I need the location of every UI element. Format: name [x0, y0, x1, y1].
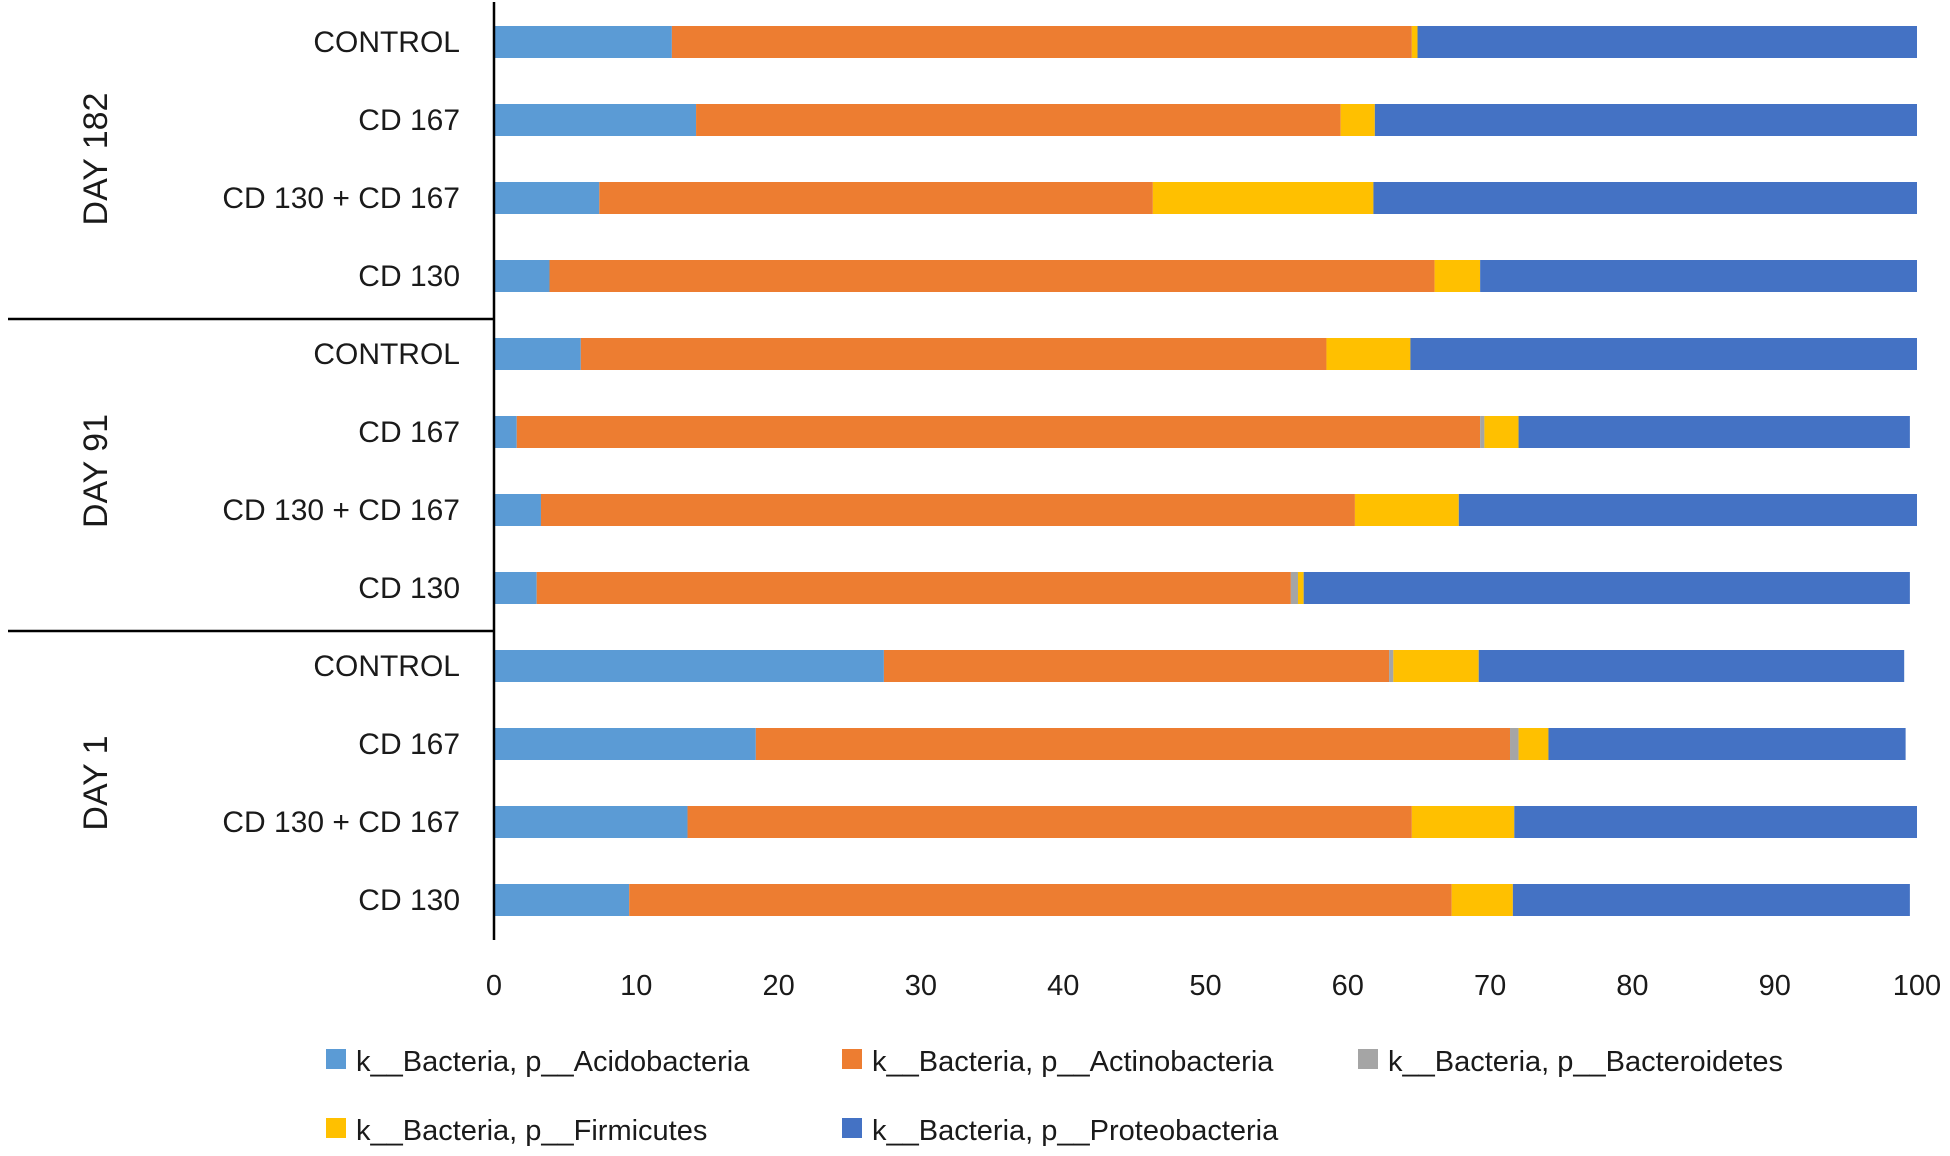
bar-day-91-cd-167-acidobacteria [494, 416, 517, 448]
x-tick-label-100: 100 [1893, 970, 1941, 1002]
bar-day-91-cd-130-cd-167-actinobacteria [540, 494, 1355, 526]
x-tick-label-60: 60 [1332, 970, 1364, 1002]
bar-day-91-control-actinobacteria [580, 338, 1327, 370]
category-label-day-91-cd-130-cd-167: CD 130 + CD 167 [222, 494, 460, 527]
bar-day-1-control-bacteroidetes [1389, 650, 1394, 682]
bar-day-1-cd-167-bacteroidetes [1510, 728, 1519, 760]
bar-day-91-cd-130-cd-167-acidobacteria [494, 494, 541, 526]
bar-day-91-cd-167-firmicutes [1484, 416, 1519, 448]
bar-day-1-control-firmicutes [1393, 650, 1479, 682]
bar-day-182-cd-167-proteobacteria [1374, 104, 1917, 136]
bar-day-91-control-acidobacteria [494, 338, 581, 370]
bar-day-1-cd-130-firmicutes [1451, 884, 1513, 916]
bar-day-91-cd-130-actinobacteria [536, 572, 1291, 604]
bar-day-182-cd-130-cd-167-acidobacteria [494, 182, 600, 214]
legend-swatch-actinobacteria [842, 1049, 862, 1069]
x-tick-label-20: 20 [762, 970, 794, 1002]
bar-day-182-control-actinobacteria [671, 26, 1412, 58]
category-label-day-91-control: CONTROL [313, 338, 460, 371]
bar-day-1-cd-167-acidobacteria [494, 728, 756, 760]
bar-day-1-cd-167-proteobacteria [1548, 728, 1906, 760]
bar-day-1-cd-167-firmicutes [1518, 728, 1549, 760]
bar-day-91-cd-167-actinobacteria [516, 416, 1481, 448]
bar-day-91-cd-167-proteobacteria [1518, 416, 1910, 448]
legend-label-actinobacteria: k__Bacteria, p__Actinobacteria [872, 1046, 1274, 1078]
bar-day-1-control-acidobacteria [494, 650, 884, 682]
category-label-day-1-cd-130-cd-167: CD 130 + CD 167 [222, 806, 460, 839]
bar-day-182-cd-130-actinobacteria [549, 260, 1435, 292]
bar-day-1-cd-130-cd-167-actinobacteria [687, 806, 1412, 838]
category-label-day-182-cd-130: CD 130 [358, 260, 460, 293]
bar-day-1-cd-130-actinobacteria [629, 884, 1452, 916]
category-label-day-91-cd-167: CD 167 [358, 416, 460, 449]
bar-day-182-cd-167-actinobacteria [696, 104, 1341, 136]
group-label-day-1: DAY 1 [77, 735, 115, 830]
bar-day-1-cd-130-cd-167-firmicutes [1411, 806, 1515, 838]
bar-day-1-cd-167-actinobacteria [755, 728, 1511, 760]
category-label-day-182-cd-130-cd-167: CD 130 + CD 167 [222, 182, 460, 215]
category-label-day-1-cd-167: CD 167 [358, 728, 460, 761]
legend-swatch-proteobacteria [842, 1118, 862, 1138]
bar-day-1-cd-130-proteobacteria [1512, 884, 1910, 916]
category-label-day-91-cd-130: CD 130 [358, 572, 460, 605]
bar-day-91-cd-130-acidobacteria [494, 572, 537, 604]
x-tick-label-80: 80 [1616, 970, 1648, 1002]
x-tick-label-50: 50 [1189, 970, 1221, 1002]
bar-day-1-cd-130-acidobacteria [494, 884, 630, 916]
bar-day-182-cd-130-cd-167-proteobacteria [1373, 182, 1917, 214]
bar-day-182-cd-130-proteobacteria [1480, 260, 1917, 292]
bar-day-91-cd-167-bacteroidetes [1480, 416, 1485, 448]
bar-day-1-control-actinobacteria [883, 650, 1390, 682]
bar-day-182-cd-130-cd-167-firmicutes [1152, 182, 1374, 214]
legend-label-bacteroidetes: k__Bacteria, p__Bacteroidetes [1388, 1046, 1783, 1078]
group-label-day-182: DAY 182 [77, 93, 115, 226]
category-label-day-1-cd-130: CD 130 [358, 884, 460, 917]
group-label-day-91: DAY 91 [77, 414, 115, 528]
bar-day-1-cd-130-cd-167-proteobacteria [1514, 806, 1917, 838]
bar-day-182-control-acidobacteria [494, 26, 672, 58]
x-tick-label-0: 0 [486, 970, 502, 1002]
bar-day-182-cd-167-firmicutes [1340, 104, 1375, 136]
bar-day-182-control-proteobacteria [1417, 26, 1917, 58]
bar-day-91-cd-130-cd-167-proteobacteria [1458, 494, 1917, 526]
bar-day-91-cd-130-bacteroidetes [1290, 572, 1298, 604]
legend-label-acidobacteria: k__Bacteria, p__Acidobacteria [356, 1046, 750, 1078]
legend-label-firmicutes: k__Bacteria, p__Firmicutes [356, 1115, 707, 1147]
category-label-day-182-cd-167: CD 167 [358, 104, 460, 137]
bar-day-182-cd-167-acidobacteria [494, 104, 697, 136]
x-tick-label-10: 10 [620, 970, 652, 1002]
legend-swatch-acidobacteria [326, 1049, 346, 1069]
x-tick-label-90: 90 [1759, 970, 1791, 1002]
bar-day-1-control-proteobacteria [1478, 650, 1905, 682]
category-label-day-1-control: CONTROL [313, 650, 460, 683]
bar-day-91-control-proteobacteria [1410, 338, 1917, 370]
bar-day-182-cd-130-acidobacteria [494, 260, 550, 292]
bar-day-91-cd-130-cd-167-firmicutes [1354, 494, 1459, 526]
legend-swatch-bacteroidetes [1358, 1049, 1378, 1069]
bar-day-182-cd-130-cd-167-actinobacteria [599, 182, 1153, 214]
bar-day-91-cd-130-proteobacteria [1303, 572, 1910, 604]
bar-day-182-cd-130-firmicutes [1434, 260, 1481, 292]
category-label-day-182-control: CONTROL [313, 26, 460, 59]
bar-day-182-control-firmicutes [1411, 26, 1418, 58]
bar-day-91-control-firmicutes [1326, 338, 1411, 370]
bar-day-1-cd-130-cd-167-acidobacteria [494, 806, 688, 838]
legend-swatch-firmicutes [326, 1118, 346, 1138]
legend-label-proteobacteria: k__Bacteria, p__Proteobacteria [872, 1115, 1279, 1147]
x-tick-label-40: 40 [1047, 970, 1079, 1002]
bar-day-91-cd-130-firmicutes [1297, 572, 1304, 604]
x-tick-label-30: 30 [905, 970, 937, 1002]
x-tick-label-70: 70 [1474, 970, 1506, 1002]
